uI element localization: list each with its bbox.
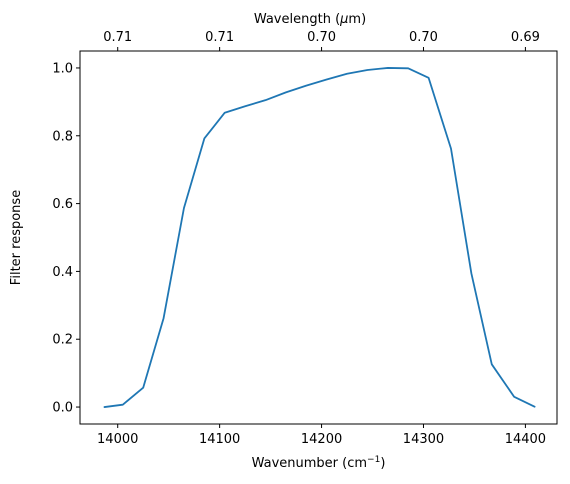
plot-area — [80, 51, 557, 424]
y-tick-label: 0.0 — [52, 401, 73, 416]
top-x-tick-label: 0.70 — [307, 30, 336, 45]
top-x-tick-label: 0.69 — [511, 30, 540, 45]
y-tick-label: 0.2 — [52, 333, 73, 348]
top-x-tick-label: 0.70 — [409, 30, 438, 45]
y-tick-label: 0.4 — [52, 265, 73, 280]
x-tick-label: 14400 — [505, 432, 546, 447]
series-line — [103, 67, 536, 408]
x-axis-label: Wavenumber (cm−1) — [252, 455, 386, 471]
x-tick-label: 14300 — [403, 432, 444, 447]
y-tick-label: 0.6 — [52, 197, 73, 212]
plot-frame — [79, 50, 558, 425]
top-x-tick-label: 0.71 — [205, 30, 234, 45]
x-tick-label: 14100 — [199, 432, 240, 447]
top-x-tick-label: 0.71 — [103, 30, 132, 45]
y-axis-label: Filter response — [9, 190, 24, 285]
y-tick-label: 0.8 — [52, 129, 73, 144]
y-tick-label: 1.0 — [52, 61, 73, 76]
x-tick-label: 14200 — [301, 432, 342, 447]
x-tick-label: 14000 — [97, 432, 138, 447]
top-x-axis-label: Wavelength (μm) — [254, 12, 366, 27]
ticks-layer: 14000 14100 14200 14300 14400 0.0 0.2 0.4 0.6 0.8… — [52, 30, 546, 447]
series-layer — [103, 67, 536, 408]
